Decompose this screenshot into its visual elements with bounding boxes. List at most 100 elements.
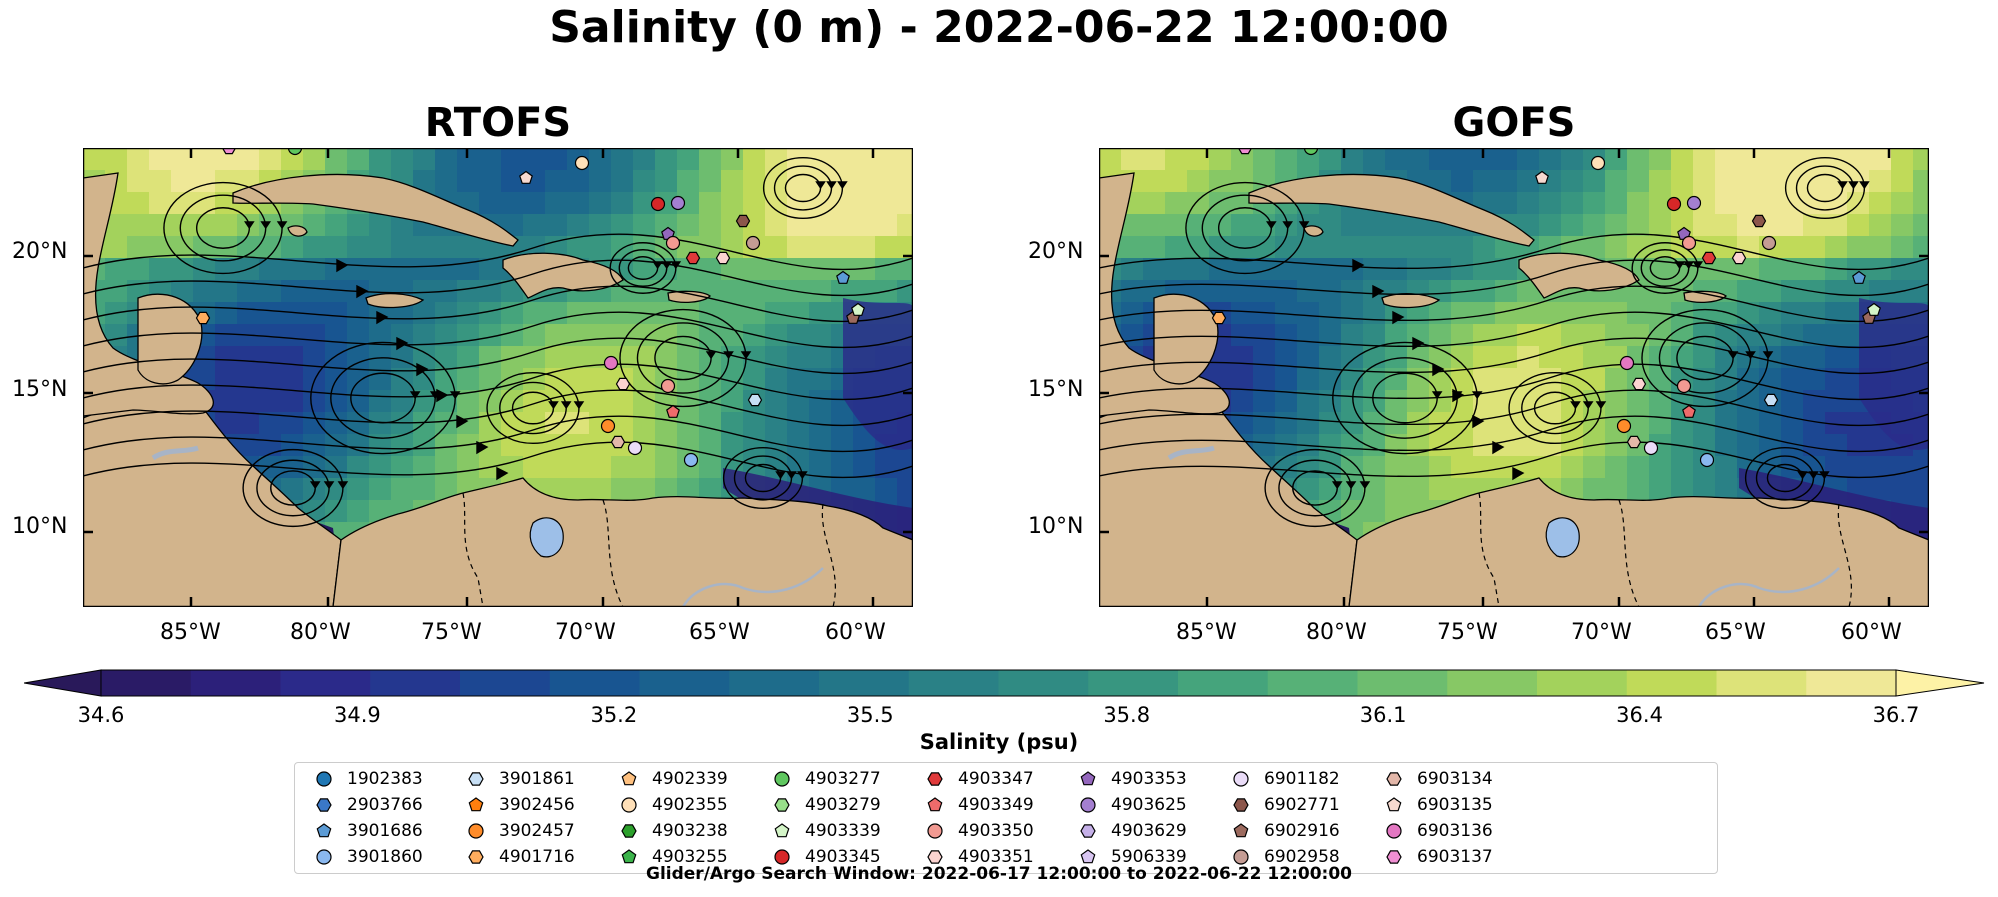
- hexagon-marker-icon: [927, 772, 943, 786]
- legend-label: 3901860: [347, 847, 423, 867]
- pentagon-marker-icon: [1080, 771, 1096, 786]
- legend-item-4903353: 4903353: [1079, 769, 1187, 789]
- colorbar-bin: [1447, 670, 1538, 696]
- float-markers: [1211, 148, 1881, 468]
- colorbar-bin: [639, 670, 730, 696]
- legend-item-1902383: 1902383: [315, 769, 423, 789]
- circle-marker-icon: [316, 849, 332, 865]
- float-marker-4903351: [715, 251, 731, 265]
- legend-item-4902339: 4902339: [620, 769, 728, 789]
- pentagon-marker-icon: [1386, 797, 1402, 812]
- colorbar-over-arrow: [1895, 669, 1985, 697]
- lon-label-70w-left: 70°W: [555, 620, 616, 645]
- hexagon-marker-icon: [1233, 798, 1249, 812]
- legend-item-4903349: 4903349: [926, 795, 1034, 815]
- float-marker-6903136: [603, 355, 619, 371]
- colorbar-bin: [190, 670, 281, 696]
- colorbar-bin: [460, 670, 551, 696]
- figure-title: Salinity (0 m) - 2022-06-22 12:00:00: [549, 2, 1449, 53]
- circle-marker-icon: [1233, 771, 1249, 787]
- float-marker-4903345: [650, 196, 666, 212]
- pentagon-marker-icon: [621, 849, 637, 864]
- float-marker-4903351: [615, 377, 631, 391]
- legend-item-4903347: 4903347: [926, 769, 1034, 789]
- legend-item-6903134: 6903134: [1385, 769, 1493, 789]
- colorbar-tick-label: 36.4: [1616, 703, 1663, 727]
- hexagon-marker-icon: [774, 798, 790, 812]
- colorbar-bin: [1357, 670, 1448, 696]
- legend-label: 4903339: [805, 821, 881, 841]
- legend-marker: [468, 823, 484, 839]
- lat-label-20n-left: 20°N: [12, 239, 68, 264]
- legend-marker: [621, 849, 637, 864]
- legend-marker: [1233, 798, 1249, 812]
- float-marker-4903347: [1701, 251, 1717, 265]
- legend-marker: [468, 850, 484, 864]
- colorbar-bin: [998, 670, 1089, 696]
- legend-marker: [1386, 797, 1402, 812]
- land-masses: [1099, 172, 1929, 607]
- float-marker-4903277: [287, 148, 303, 156]
- pentagon-marker-icon: [1233, 823, 1249, 838]
- colorbar-bin: [729, 670, 820, 696]
- legend-label: 4903350: [958, 821, 1034, 841]
- legend-item-3901860: 3901860: [315, 847, 423, 867]
- float-marker-4903277: [1303, 148, 1319, 156]
- legend-label: 4903345: [805, 847, 881, 867]
- float-marker-4903625: [670, 195, 686, 211]
- hexagon-marker-icon: [1386, 850, 1402, 864]
- map-frame: [1099, 148, 1929, 607]
- legend-label: 6903134: [1417, 769, 1493, 789]
- float-marker-4901716: [1211, 311, 1227, 325]
- legend-marker: [774, 771, 790, 787]
- legend-label: 5906339: [1111, 847, 1187, 867]
- legend-marker: [1233, 823, 1249, 838]
- float-marker-6902958: [1761, 235, 1777, 251]
- lon-label-75w-left: 75°W: [421, 620, 482, 645]
- legend-marker: [316, 771, 332, 787]
- float-marker-6903135: [1535, 170, 1549, 184]
- colorbar-bin: [1537, 670, 1628, 696]
- hexagon-marker-icon: [1080, 824, 1096, 838]
- colorbar-bin: [101, 670, 192, 696]
- legend-marker: [1233, 849, 1249, 865]
- float-marker-4903339: [1867, 302, 1881, 316]
- legend-label: 4903238: [652, 821, 728, 841]
- legend-item-4903277: 4903277: [773, 769, 881, 789]
- float-marker-6903134: [1626, 435, 1642, 449]
- map-frame: [83, 148, 913, 607]
- legend-label: 3902457: [499, 821, 575, 841]
- hexagon-marker-icon: [468, 850, 484, 864]
- colorbar-tick-label: 35.2: [590, 703, 638, 727]
- lon-label-70w-right: 70°W: [1571, 620, 1632, 645]
- legend-label: 3901861: [499, 769, 575, 789]
- float-marker-4903625: [1686, 195, 1702, 211]
- lon-label-85w-left: 85°W: [160, 620, 221, 645]
- colorbar-tick-label: 36.1: [1359, 703, 1407, 727]
- colorbar-bin: [1716, 670, 1807, 696]
- panel-title-gofs: GOFS: [1452, 100, 1576, 146]
- legend-label: 4903353: [1111, 769, 1187, 789]
- legend-item-3901686: 3901686: [315, 821, 423, 841]
- hexagon-marker-icon: [316, 798, 332, 812]
- float-marker-4903349: [666, 404, 680, 418]
- circle-marker-icon: [774, 849, 790, 865]
- lon-label-65w-right: 65°W: [1705, 620, 1766, 645]
- legend-marker: [621, 797, 637, 813]
- legend-label: 3902456: [499, 795, 575, 815]
- legend-marker: [1080, 849, 1096, 864]
- legend-marker: [1386, 823, 1402, 839]
- float-marker-3901861: [1763, 393, 1779, 407]
- float-marker-6902771: [735, 214, 751, 228]
- float-marker-6902771: [1751, 214, 1767, 228]
- legend-label: 4901716: [499, 847, 575, 867]
- legend-item-4903345: 4903345: [773, 847, 881, 867]
- float-marker-4903347: [685, 251, 701, 265]
- float-marker-4903349: [1682, 404, 1696, 418]
- circle-marker-icon: [1233, 849, 1249, 865]
- legend-label: 6903135: [1417, 795, 1493, 815]
- lat-label-20n-right: 20°N: [1028, 239, 1084, 264]
- colorbar-bin: [819, 670, 910, 696]
- legend-label: 4903625: [1111, 795, 1187, 815]
- legend-label: 4902339: [652, 769, 728, 789]
